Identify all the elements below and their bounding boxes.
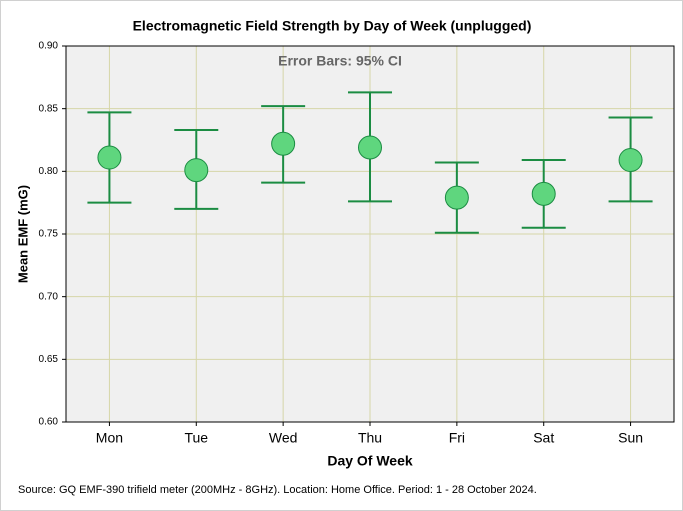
- mean-marker: [184, 158, 209, 183]
- mean-marker: [531, 181, 556, 206]
- mean-marker: [618, 148, 643, 173]
- y-axis-label: Mean EMF (mG): [15, 185, 30, 283]
- mean-marker: [271, 131, 296, 156]
- mean-marker: [97, 145, 122, 170]
- y-tick-label: 0.85: [39, 103, 59, 114]
- chart-title: Electromagnetic Field Strength by Day of…: [133, 18, 532, 34]
- x-tick-label: Sat: [533, 430, 554, 446]
- y-tick-label: 0.60: [39, 417, 59, 428]
- y-tick-label: 0.80: [39, 166, 59, 177]
- x-tick-label: Mon: [96, 430, 123, 446]
- y-tick-label: 0.90: [39, 41, 59, 52]
- x-axis-label: Day Of Week: [327, 453, 413, 469]
- x-tick-label: Sun: [618, 430, 643, 446]
- source-note: Source: GQ EMF-390 trifield meter (200MH…: [18, 484, 537, 496]
- mean-marker: [358, 135, 382, 160]
- x-tick-label: Wed: [269, 430, 298, 446]
- x-tick-label: Fri: [449, 430, 465, 446]
- x-tick-label: Tue: [184, 430, 208, 446]
- x-tick-label: Thu: [358, 430, 382, 446]
- y-tick-label: 0.70: [39, 291, 59, 302]
- mean-marker: [444, 185, 469, 210]
- y-tick-label: 0.75: [39, 229, 59, 240]
- y-tick-label: 0.65: [39, 354, 59, 365]
- annotation: Error Bars: 95% CI: [278, 53, 402, 69]
